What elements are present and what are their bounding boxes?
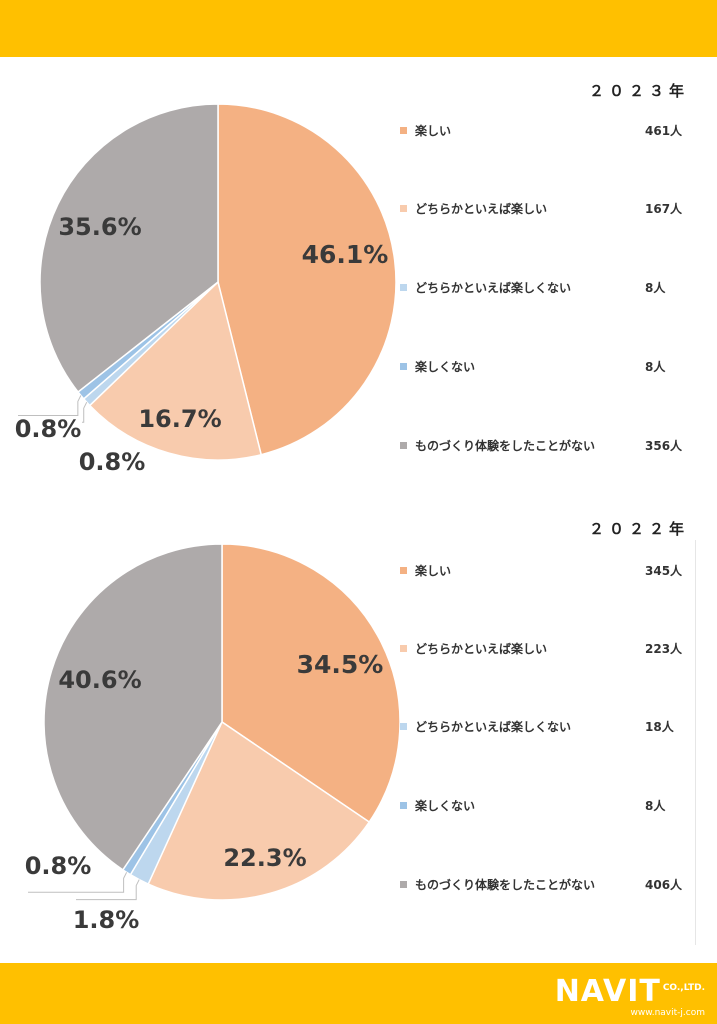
data-label: 0.8% — [15, 415, 82, 443]
legend-label: 楽しくない — [415, 799, 476, 813]
header-band — [0, 0, 717, 57]
legend-item: どちらかといえば楽しくない 8人 — [400, 279, 690, 297]
data-label: 46.1% — [302, 240, 389, 269]
logo-suffix: CO.,LTD. — [662, 983, 705, 993]
chart-2022: ２０２２年 34.5% 22.3% 40.6% 1.8% 0.8% 楽しい 345人どちら… — [0, 518, 717, 958]
legend-label: ものづくり体験をしたことがない — [415, 439, 596, 453]
legend-swatch — [400, 363, 407, 370]
legend-swatch — [400, 645, 407, 652]
legend-item: ものづくり体験をしたことがない 356人 — [400, 437, 690, 455]
legend-label: どちらかといえば楽しい — [415, 202, 548, 216]
legend-count: 167人 — [645, 202, 683, 216]
data-label: 22.3% — [223, 844, 306, 872]
leader-line — [82, 401, 88, 423]
legend-count: 18人 — [645, 720, 674, 734]
legend-swatch — [400, 567, 407, 574]
data-label: 34.5% — [297, 650, 384, 679]
legend-label: ものづくり体験をしたことがない — [415, 878, 596, 892]
pie-slice — [217, 103, 397, 456]
legend-label: 楽しい — [415, 564, 452, 578]
legend-item: 楽しい 461人 — [400, 122, 690, 140]
legend-swatch — [400, 802, 407, 809]
legend-count: 406人 — [645, 878, 683, 892]
legend-item: どちらかといえば楽しい 223人 — [400, 640, 690, 658]
logo-url: www.navit-j.com — [630, 1008, 705, 1018]
legend-swatch — [400, 442, 407, 449]
legend-item: どちらかといえば楽しくない 18人 — [400, 718, 690, 736]
legend-swatch — [400, 723, 407, 730]
legend-count: 356人 — [645, 439, 683, 453]
logo-text: NAVIT — [554, 974, 661, 1009]
leader-line — [76, 879, 140, 901]
legend-count: 461人 — [645, 124, 683, 138]
legend-item: 楽しくない 8人 — [400, 358, 690, 376]
legend-count: 8人 — [645, 281, 666, 295]
legend-item: ものづくり体験をしたことがない 406人 — [400, 876, 690, 894]
data-label: 0.8% — [25, 852, 92, 880]
legend-item: 楽しい 345人 — [400, 562, 690, 580]
data-label: 40.6% — [58, 666, 141, 694]
pie-chart-2023: 46.1% 16.7% 35.6% 0.8% 0.8% — [15, 103, 397, 476]
legend-swatch — [400, 881, 407, 888]
legend-swatch — [400, 127, 407, 134]
data-label: 0.8% — [79, 448, 146, 476]
legend-item: 楽しくない 8人 — [400, 797, 690, 815]
legend-swatch — [400, 205, 407, 212]
leader-line — [18, 395, 82, 416]
pie-slice — [43, 543, 223, 871]
legend-label: 楽しくない — [415, 360, 476, 374]
divider — [695, 540, 696, 945]
chart-2023: ２０２３年 46.1% 16.7% 35.6% 0.8% 0.8% 楽しい 461人どちら… — [0, 80, 717, 520]
data-label: 1.8% — [73, 906, 140, 934]
legend-count: 345人 — [645, 564, 683, 578]
legend-label: どちらかといえば楽しくない — [415, 281, 572, 295]
legend-label: どちらかといえば楽しい — [415, 642, 548, 656]
chart-title: ２０２２年 — [588, 520, 689, 538]
data-label: 16.7% — [138, 405, 221, 433]
company-logo: NAVIT CO.,LTD. www.navit-j.com — [554, 974, 705, 1019]
pie-slice — [147, 720, 371, 901]
legend-count: 223人 — [645, 642, 683, 656]
data-label: 35.6% — [58, 213, 141, 241]
legend-count: 8人 — [645, 360, 666, 374]
legend-item: どちらかといえば楽しい 167人 — [400, 200, 690, 218]
chart-title: ２０２３年 — [588, 82, 689, 100]
leader-line — [28, 872, 128, 893]
pie-slice — [221, 543, 401, 824]
footer-band: NAVIT CO.,LTD. www.navit-j.com — [0, 963, 717, 1024]
legend-label: 楽しい — [415, 124, 452, 138]
pie-chart-2022: 34.5% 22.3% 40.6% 1.8% 0.8% — [25, 543, 401, 934]
pie-slice — [88, 280, 263, 461]
legend-count: 8人 — [645, 799, 666, 813]
pie-slice — [39, 103, 219, 394]
legend-swatch — [400, 284, 407, 291]
legend-label: どちらかといえば楽しくない — [415, 720, 572, 734]
